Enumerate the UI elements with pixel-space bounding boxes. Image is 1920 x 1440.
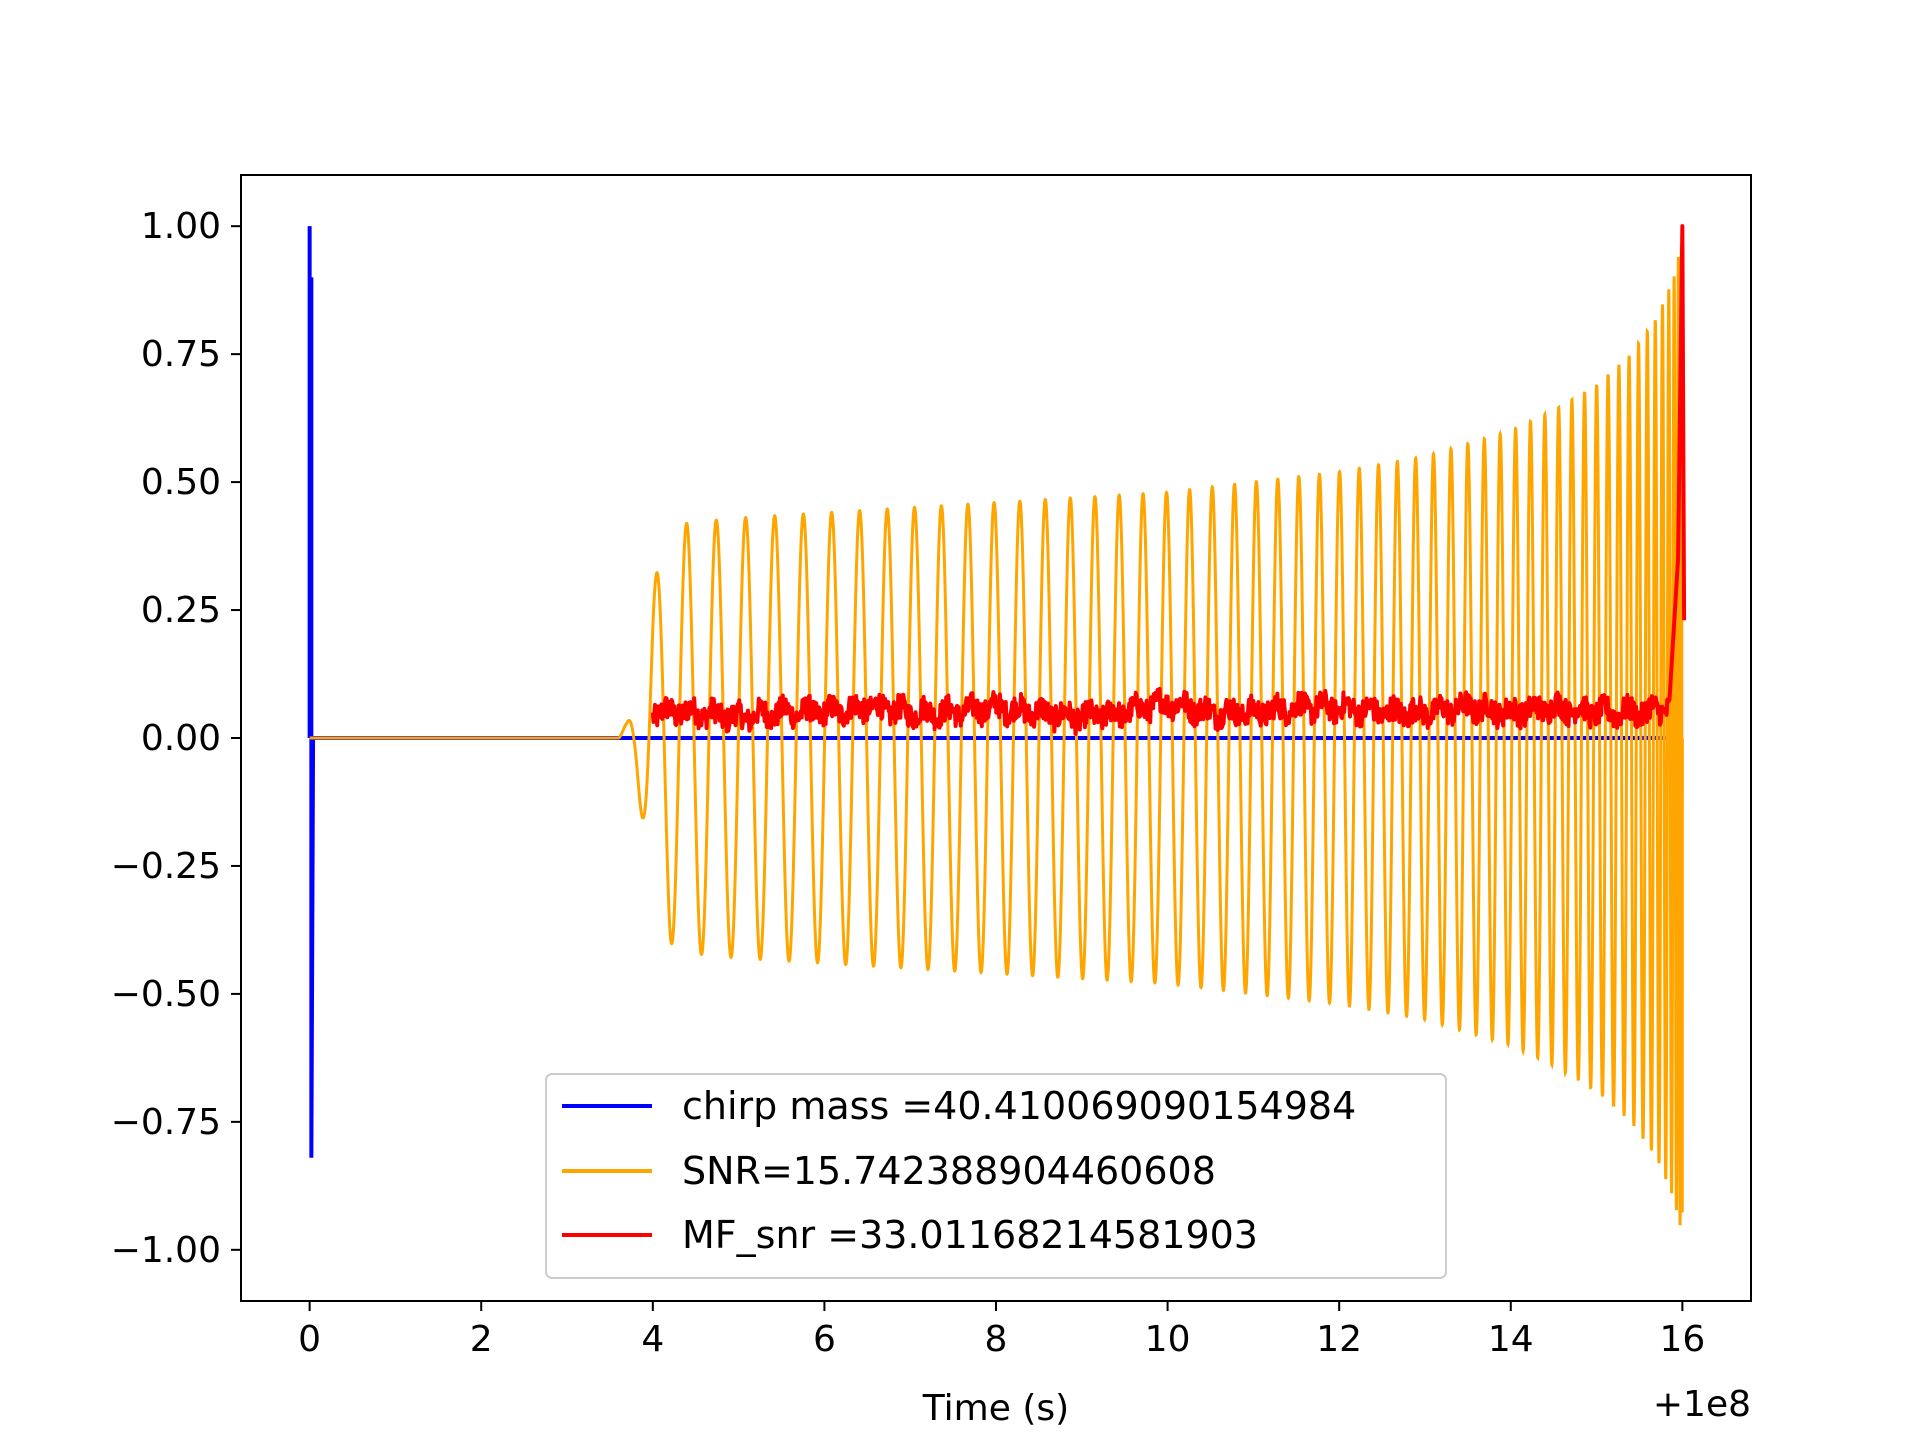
x-tick-label: 12 — [1316, 1319, 1362, 1360]
y-tick-label: −0.50 — [111, 974, 221, 1015]
x-tick-label: 10 — [1145, 1319, 1191, 1360]
y-tick-label: −0.25 — [111, 846, 221, 887]
series-layer — [307, 224, 1687, 1226]
x-tick-label: 4 — [641, 1319, 664, 1360]
y-tick-label: 0.75 — [141, 334, 221, 375]
y-axis-ticks: 1.00 0.75 0.50 0.25 0.00 −0.25 −0.50 −0.75 −1.00 — [111, 206, 241, 1271]
legend-label-mf: MF_snr =33.01168214581903 — [682, 1213, 1258, 1257]
y-tick-label: 0.25 — [141, 590, 221, 631]
y-tick-label: −1.00 — [111, 1230, 221, 1271]
legend-label-snr: SNR=15.742388904460608 — [682, 1149, 1216, 1193]
x-tick-label: 0 — [298, 1319, 321, 1360]
plot-area — [307, 224, 1687, 1226]
legend-label-chirp: chirp mass =40.410069090154984 — [682, 1084, 1356, 1128]
y-tick-label: 0.00 — [141, 718, 221, 759]
x-tick-label: 14 — [1488, 1319, 1534, 1360]
y-tick-label: 0.50 — [141, 462, 221, 503]
x-axis-label: Time (s) — [922, 1388, 1069, 1429]
series-line-snr — [309, 246, 1684, 1226]
x-offset-label: +1e8 — [1653, 1384, 1751, 1425]
y-tick-label: 1.00 — [141, 206, 221, 247]
series-line-mf-snr — [650, 224, 1687, 736]
legend: chirp mass =40.410069090154984 SNR=15.74… — [545, 1073, 1447, 1279]
x-tick-label: 8 — [985, 1319, 1008, 1360]
x-axis-ticks: 0 2 4 6 8 10 12 14 16 — [298, 1301, 1705, 1360]
y-tick-label: −0.75 — [111, 1102, 221, 1143]
x-tick-label: 6 — [813, 1319, 836, 1360]
x-tick-label: 16 — [1659, 1319, 1705, 1360]
legend-box — [545, 1073, 1447, 1279]
x-tick-label: 2 — [470, 1319, 493, 1360]
